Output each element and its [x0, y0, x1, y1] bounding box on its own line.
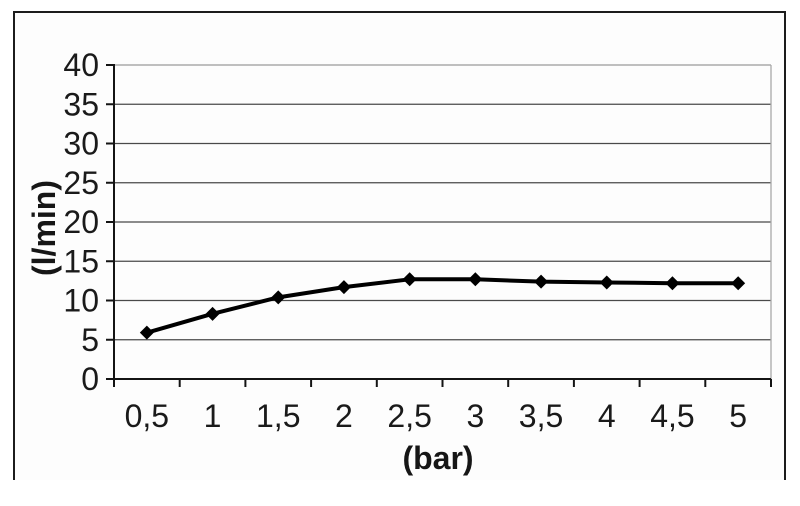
- y-tick-label: 35: [63, 86, 99, 122]
- y-tick-label: 25: [63, 165, 99, 201]
- data-point-marker: [402, 272, 417, 287]
- x-axis-title: (bar): [402, 440, 474, 476]
- data-point-marker: [665, 276, 680, 291]
- x-tick-label: 4: [598, 398, 616, 434]
- data-point-marker: [139, 325, 154, 340]
- data-point-marker: [731, 276, 746, 291]
- data-point-marker: [336, 280, 351, 295]
- data-point-marker: [534, 274, 549, 289]
- data-point-marker: [599, 275, 614, 290]
- y-tick-label: 10: [63, 283, 99, 319]
- x-tick-label: 5: [729, 398, 747, 434]
- data-line: [146, 277, 739, 335]
- y-axis-title: (l/min): [26, 180, 62, 276]
- x-tick-label: 2,5: [387, 398, 431, 434]
- x-tick-label: 3: [466, 398, 484, 434]
- x-tick-label: 2: [335, 398, 353, 434]
- x-tick-label: 4,5: [650, 398, 694, 434]
- y-tick-label: 40: [63, 47, 99, 83]
- x-tick-label: 1: [204, 398, 222, 434]
- x-tick-label: 1,5: [256, 398, 300, 434]
- data-point-marker: [468, 272, 483, 287]
- data-point-marker: [205, 306, 220, 321]
- chart-frame: [13, 11, 786, 480]
- y-tick-label: 20: [63, 204, 99, 240]
- y-tick-label: 15: [63, 243, 99, 279]
- x-tick-label: 0,5: [125, 398, 169, 434]
- data-point-marker: [271, 290, 286, 305]
- x-tick-label: 3,5: [519, 398, 563, 434]
- y-tick-label: 0: [81, 361, 99, 397]
- y-tick-label: 30: [63, 126, 99, 162]
- y-tick-label: 5: [81, 322, 99, 358]
